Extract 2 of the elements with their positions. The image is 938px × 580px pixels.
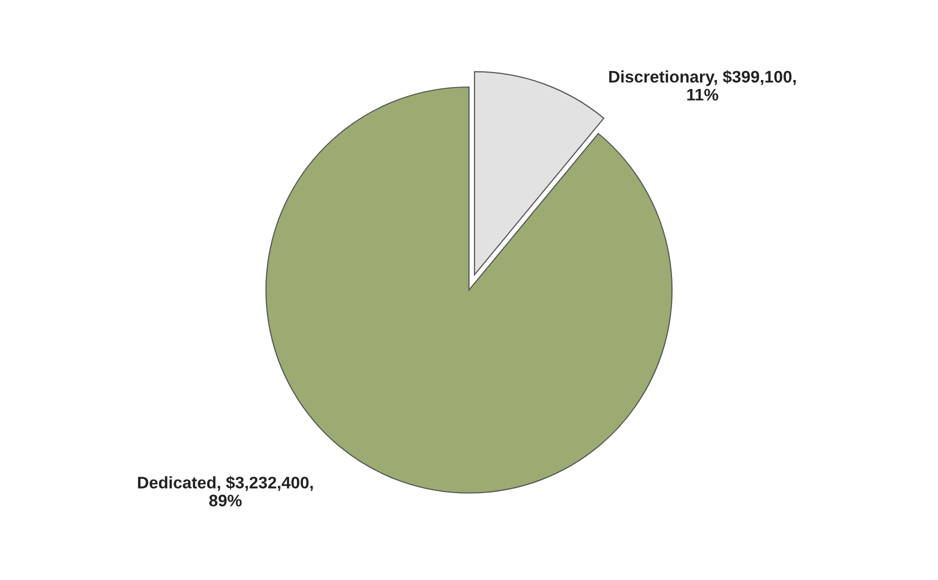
slice-label: Dedicated, $3,232,400, 89%	[138, 476, 313, 506]
slice-label: Discretionary, $399,100, 11%	[609, 70, 796, 101]
